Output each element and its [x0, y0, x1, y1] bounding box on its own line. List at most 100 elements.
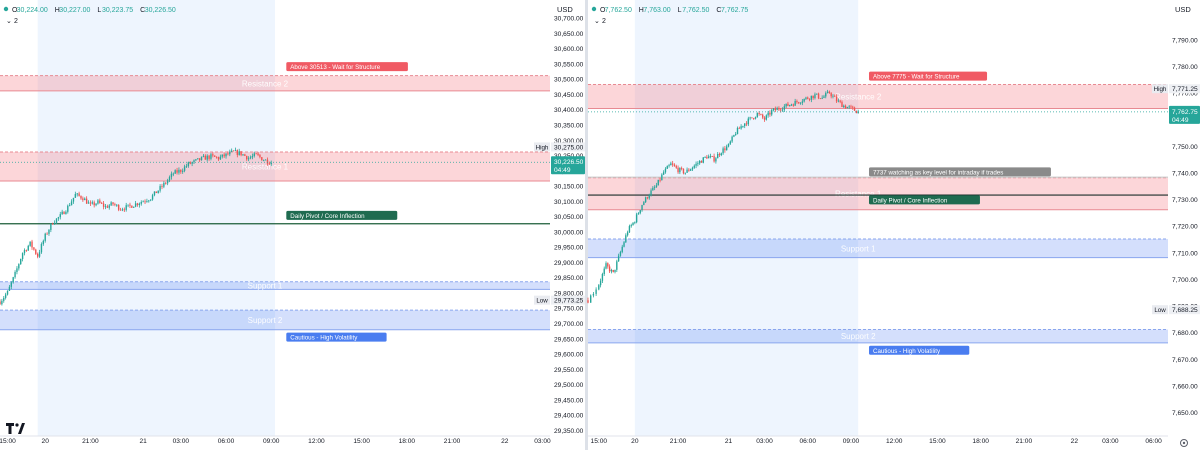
- indicator-count[interactable]: 2: [602, 18, 606, 25]
- price-tick-label: 30,100.00: [554, 199, 584, 206]
- settings-gear-icon[interactable]: [1180, 439, 1188, 447]
- price-tick-label: 29,350.00: [554, 428, 584, 435]
- candle-body: [23, 250, 26, 254]
- resistance-zone[interactable]: [0, 75, 550, 91]
- candle-body: [230, 150, 233, 152]
- candle-body: [711, 156, 713, 157]
- indicator-count[interactable]: 2: [14, 18, 18, 25]
- time-tick-label: 09:00: [843, 438, 860, 445]
- support-zone[interactable]: [0, 310, 550, 330]
- ohlc-legend[interactable]: O 7,762.50 H 7,763.00 L 7,762.50 C 7,762.75⌄ 2: [591, 6, 749, 25]
- ohlc-field-label: H: [639, 7, 644, 14]
- ohlc-field-label: O: [600, 7, 606, 14]
- candle-body: [247, 158, 250, 160]
- candle-body: [754, 117, 757, 119]
- candle-body: [653, 187, 656, 188]
- candle-body: [149, 199, 152, 201]
- ohlc-field-value: 7,762.50: [682, 7, 709, 14]
- candle-body: [223, 154, 225, 157]
- candle-body: [765, 115, 768, 120]
- annotation-box[interactable]: [868, 71, 988, 81]
- candle-body: [603, 268, 605, 275]
- annotation-box[interactable]: [286, 62, 408, 72]
- candle-body: [805, 97, 807, 99]
- candle-body: [270, 162, 272, 165]
- extreme-marker-value-box: [1169, 84, 1200, 94]
- resistance-zone[interactable]: [0, 152, 550, 182]
- candle-body: [823, 96, 825, 98]
- time-axis[interactable]: 15:00 20 21:00 21 03:00 06:00 09:00 12:00 15:00 1…: [588, 435, 1168, 445]
- candle-body: [57, 217, 60, 219]
- extreme-marker-label: High: [536, 144, 549, 151]
- price-tick-label: 29,850.00: [554, 275, 584, 282]
- price-tick-label: 30,500.00: [554, 77, 584, 84]
- price-tick-label: 7,660.00: [1172, 383, 1198, 390]
- tradingview-logo-icon: [6, 423, 25, 434]
- candle-body: [715, 158, 717, 162]
- annotation-box[interactable]: [868, 345, 970, 355]
- annotation-box[interactable]: [868, 167, 1051, 177]
- chart-panel-1[interactable]: Resistance 2 Resistance 1 Support 1 Support…: [0, 0, 585, 450]
- candle-body: [20, 258, 22, 265]
- candle-body: [214, 155, 216, 157]
- chevron-down-icon[interactable]: ⌄: [594, 18, 600, 25]
- candle-body: [221, 154, 223, 157]
- time-tick-label: 12:00: [308, 438, 325, 445]
- candle-body: [84, 198, 86, 201]
- candle-body: [691, 167, 694, 170]
- time-axis[interactable]: 15:00 20 21:00 21 03:00 06:00 09:00 12:00 15:00 1…: [0, 435, 551, 445]
- candle-body: [198, 158, 201, 161]
- candle-body: [684, 172, 686, 174]
- time-tick-label: 22: [1071, 438, 1079, 445]
- chevron-down-icon[interactable]: ⌄: [6, 18, 12, 25]
- candle-body: [172, 173, 174, 175]
- candle-body: [846, 107, 849, 109]
- support-zone[interactable]: [588, 329, 1168, 343]
- candle-body: [605, 263, 607, 269]
- candle-body: [31, 241, 33, 248]
- price-tick-label: 30,550.00: [554, 61, 584, 68]
- ohlc-legend[interactable]: O 30,224.00 H 30,227.00 L 30,223.75 C 30,226.50…: [3, 6, 176, 25]
- currency-label[interactable]: USD: [1175, 5, 1191, 14]
- candle-body: [625, 235, 627, 243]
- candle-body: [195, 159, 197, 161]
- resistance-zone[interactable]: [588, 84, 1168, 109]
- annotation-box[interactable]: [868, 195, 980, 205]
- candle-body: [825, 93, 827, 97]
- extreme-marker-label: Low: [536, 298, 548, 305]
- ohlc-field-label: H: [55, 7, 60, 14]
- candle-body: [771, 110, 773, 115]
- candle-body: [762, 114, 764, 118]
- currency-label[interactable]: USD: [557, 5, 573, 14]
- candle-body: [202, 155, 205, 157]
- candle-body: [785, 103, 787, 107]
- panel-divider[interactable]: [585, 0, 588, 450]
- candle-body: [783, 106, 786, 110]
- price-axis[interactable]: USD7,790.007,780.007,770.007,760.007,750…: [1169, 0, 1200, 450]
- candle-body: [183, 166, 186, 171]
- candle-body: [261, 157, 263, 161]
- chart-panel-2[interactable]: Resistance 2 Resistance 1 Support 1 Support…: [587, 0, 1200, 450]
- candle-body: [8, 286, 11, 291]
- price-tick-label: 30,000.00: [554, 229, 584, 236]
- candle-body: [630, 225, 632, 227]
- candle-body: [187, 162, 190, 167]
- price-tick-label: 29,700.00: [554, 321, 584, 328]
- market-status-dot-icon: [3, 6, 9, 12]
- support-zone[interactable]: [588, 238, 1168, 258]
- candle-body: [595, 289, 597, 294]
- candle-body: [102, 203, 105, 207]
- extreme-marker-tag: [534, 142, 550, 152]
- support-zone[interactable]: [0, 281, 550, 290]
- candle-body: [234, 150, 237, 151]
- candle-body: [641, 204, 643, 211]
- price-tick-label: 29,950.00: [554, 245, 584, 252]
- annotation-box[interactable]: [286, 332, 387, 342]
- candle-body: [236, 150, 239, 155]
- price-axis[interactable]: USD 30,700.00 30,650.00 30,600.00 30,550.00 3…: [551, 0, 585, 450]
- candle-body: [229, 151, 231, 155]
- annotation-box[interactable]: [286, 210, 398, 220]
- last-price-value: 7,762.75: [1172, 109, 1198, 116]
- candle-body: [632, 222, 634, 226]
- ohlc-field-value: 30,224.00: [17, 7, 48, 14]
